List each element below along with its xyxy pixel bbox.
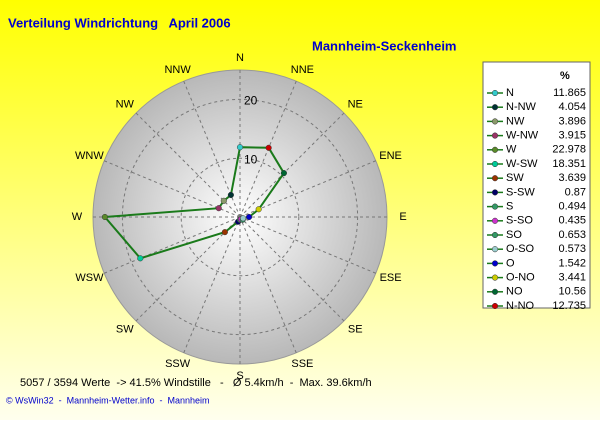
r-tick-label: 10 bbox=[244, 152, 258, 166]
legend-value: 0.653 bbox=[558, 229, 586, 241]
legend-marker bbox=[491, 231, 499, 239]
marker bbox=[255, 206, 262, 213]
legend-name: W-NW bbox=[506, 130, 539, 142]
legend-name: W bbox=[506, 144, 517, 156]
legend-name: S-SO bbox=[506, 215, 533, 227]
legend-header: % bbox=[560, 70, 570, 82]
marker bbox=[236, 144, 244, 151]
legend-marker bbox=[491, 160, 499, 168]
legend-marker bbox=[491, 302, 499, 310]
direction-label: SSW bbox=[165, 358, 191, 370]
direction-label: N bbox=[236, 52, 244, 64]
legend-value: 3.915 bbox=[558, 130, 586, 142]
spoke bbox=[239, 216, 345, 322]
legend-marker bbox=[491, 217, 499, 224]
legend-name: S bbox=[506, 201, 513, 213]
chart-title: Verteilung Windrichtung April 2006 bbox=[8, 15, 231, 30]
legend-name: N bbox=[506, 87, 514, 99]
legend-value: 10.56 bbox=[558, 286, 586, 298]
legend-value: 12.735 bbox=[552, 300, 586, 312]
legend-name: SW bbox=[506, 172, 524, 184]
marker bbox=[265, 144, 272, 151]
direction-label: WSW bbox=[75, 272, 104, 284]
spoke bbox=[239, 112, 345, 218]
marker bbox=[240, 215, 247, 222]
grid-circle bbox=[180, 157, 300, 277]
marker bbox=[101, 213, 108, 221]
direction-label: NE bbox=[348, 98, 363, 110]
legend-marker bbox=[491, 288, 499, 295]
legend-name: SO bbox=[506, 229, 522, 241]
marker bbox=[220, 197, 227, 204]
spoke bbox=[239, 216, 297, 354]
direction-label: ESE bbox=[380, 272, 402, 284]
r-tick-label: 20 bbox=[244, 94, 258, 108]
legend-marker bbox=[491, 260, 499, 267]
legend-name: NW bbox=[506, 115, 525, 127]
legend-name: O-SO bbox=[506, 243, 535, 255]
legend-marker bbox=[491, 203, 499, 210]
legend-marker bbox=[491, 175, 499, 182]
direction-label: WNW bbox=[75, 150, 104, 162]
legend-name: W-SW bbox=[506, 158, 538, 170]
legend-marker bbox=[491, 274, 499, 281]
legend-marker bbox=[491, 189, 499, 196]
legend-value: 0.573 bbox=[558, 243, 586, 255]
marker bbox=[280, 170, 287, 177]
spoke bbox=[183, 216, 241, 354]
legend-name: O-NO bbox=[506, 272, 535, 284]
direction-label: W bbox=[72, 211, 83, 223]
legend-marker bbox=[491, 246, 499, 253]
marker bbox=[215, 205, 222, 212]
legend-value: 18.351 bbox=[552, 158, 586, 170]
spoke bbox=[135, 216, 241, 322]
legend-marker bbox=[491, 89, 499, 97]
legend-name: O bbox=[506, 257, 515, 269]
legend-marker bbox=[491, 104, 499, 111]
legend-name: NO bbox=[506, 286, 523, 298]
legend-value: 0.87 bbox=[565, 186, 586, 198]
marker bbox=[221, 229, 228, 236]
legend-marker bbox=[491, 146, 499, 153]
footer: 5057 / 3594 Werte -> 41.5% Windstille - … bbox=[20, 377, 372, 389]
legend-box bbox=[482, 61, 591, 309]
legend-name: N-NW bbox=[506, 101, 537, 113]
marker bbox=[246, 213, 253, 221]
direction-label: NW bbox=[116, 98, 135, 110]
legend-value: 1.542 bbox=[558, 257, 586, 269]
marker bbox=[137, 255, 144, 262]
legend-marker bbox=[491, 132, 499, 139]
direction-label: ENE bbox=[379, 150, 402, 162]
chart-subtitle: Mannheim-Seckenheim bbox=[312, 38, 457, 53]
legend-name: N-NO bbox=[506, 300, 535, 312]
marker bbox=[227, 191, 234, 199]
direction-label: SE bbox=[348, 323, 363, 335]
legend-value: 3.441 bbox=[558, 272, 586, 284]
direction-label: NNE bbox=[291, 64, 314, 76]
direction-label: SSE bbox=[291, 358, 313, 370]
credit: © WsWin32 - Mannheim-Wetter.info - Mannh… bbox=[6, 395, 210, 405]
legend-value: 0.435 bbox=[558, 215, 586, 227]
legend-value: 0.494 bbox=[558, 201, 586, 213]
spoke bbox=[239, 216, 377, 274]
direction-label: E bbox=[399, 211, 406, 223]
direction-label: NNW bbox=[164, 64, 191, 76]
spoke bbox=[103, 216, 241, 274]
legend-value: 22.978 bbox=[552, 144, 586, 156]
legend-value: 4.054 bbox=[558, 101, 586, 113]
direction-label: SW bbox=[116, 323, 134, 335]
spoke bbox=[239, 160, 377, 218]
legend-value: 11.865 bbox=[553, 87, 586, 99]
legend-marker bbox=[491, 118, 499, 125]
direction-label: S bbox=[236, 370, 243, 382]
grid-circle bbox=[121, 98, 359, 336]
legend-value: 3.639 bbox=[558, 172, 586, 184]
legend-value: 3.896 bbox=[558, 115, 586, 127]
legend-name: S-SW bbox=[506, 186, 535, 198]
